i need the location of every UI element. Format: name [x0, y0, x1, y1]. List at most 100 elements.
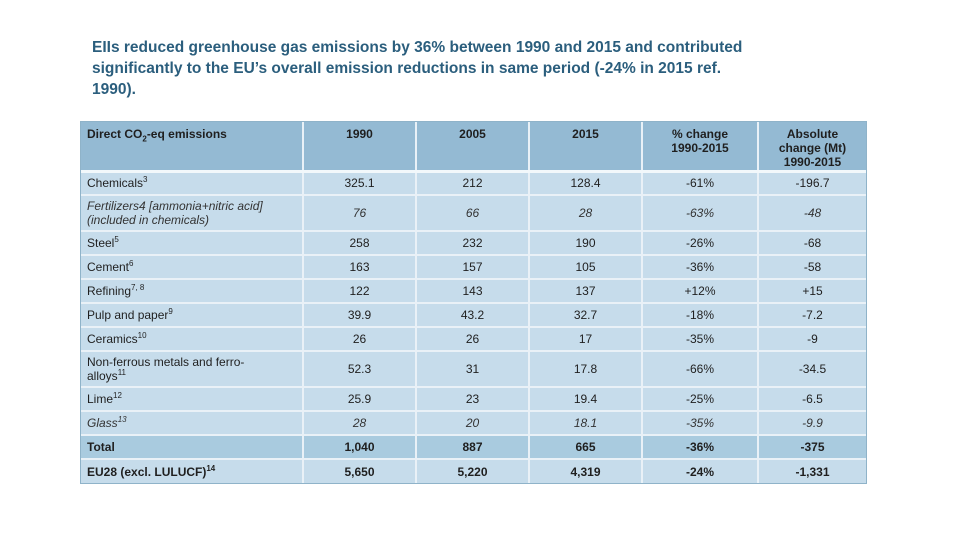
table-row: Cement6 163 157 105 -36% -58	[81, 254, 866, 280]
table-row: Pulp and paper9 39.9 43.2 32.7 -18% -7.2	[81, 302, 866, 328]
emissions-table-wrapper: Direct CO2-eq emissions 1990 2005 2015% ch…	[80, 121, 867, 484]
table-body: Chemicals3 325.1 212 128.4 -61% -196.7 Fertili…	[81, 170, 866, 483]
value-cell: -375	[757, 434, 866, 460]
value-cell: 19.4	[528, 386, 643, 412]
row-label-cell: Refining7, 8	[81, 278, 304, 304]
co2-subscript: 2	[142, 134, 147, 144]
value-cell: -61%	[641, 170, 759, 196]
value-cell: 17.8	[528, 350, 643, 388]
value-cell: 137	[528, 278, 643, 304]
value-cell: 26	[302, 326, 417, 352]
row-label-cell: Steel5	[81, 230, 304, 256]
value-cell: 4,319	[528, 458, 643, 483]
value-cell: -24%	[641, 458, 759, 483]
slide-title: EIIs reduced greenhouse gas emissions by…	[92, 37, 882, 100]
value-cell: +15	[757, 278, 866, 304]
value-cell: -9.9	[757, 410, 866, 436]
row-label-cell: Cement6	[81, 254, 304, 280]
table-row: Ceramics10 26 26 17 -35% -9	[81, 326, 866, 352]
value-cell: 212	[415, 170, 530, 196]
table-row: Chemicals3 325.1 212 128.4 -61% -196.7	[81, 170, 866, 196]
value-cell: -35%	[641, 326, 759, 352]
value-cell: 28	[528, 194, 643, 232]
table-row: Glass13 28 20 18.1 -35% -9.9	[81, 410, 866, 436]
value-cell: -36%	[641, 434, 759, 460]
value-cell: 190	[528, 230, 643, 256]
value-cell: -7.2	[757, 302, 866, 328]
header-co2-post: -eq emissions	[146, 127, 227, 141]
emissions-table: Direct CO2-eq emissions 1990 2005 2015% ch…	[81, 122, 866, 483]
value-cell: 5,650	[302, 458, 417, 483]
value-cell: 18.1	[528, 410, 643, 436]
header-2015: 2015	[528, 122, 643, 173]
value-cell: 39.9	[302, 302, 417, 328]
value-cell: 325.1	[302, 170, 417, 196]
value-cell: 163	[302, 254, 417, 280]
value-cell: 76	[302, 194, 417, 232]
table-row: Lime12 25.9 23 19.4 -25% -6.5	[81, 386, 866, 412]
table-row: Steel5 258 232 190 -26% -68	[81, 230, 866, 256]
value-cell: -58	[757, 254, 866, 280]
value-cell: -26%	[641, 230, 759, 256]
value-cell: 31	[415, 350, 530, 388]
value-cell: -63%	[641, 194, 759, 232]
header-2005: 2005	[415, 122, 530, 173]
value-cell: 105	[528, 254, 643, 280]
value-cell: +12%	[641, 278, 759, 304]
value-cell: 887	[415, 434, 530, 460]
table-row: Total 1,040 887 665 -36% -375	[81, 434, 866, 460]
value-cell: 26	[415, 326, 530, 352]
value-cell: -35%	[641, 410, 759, 436]
row-label-cell: EU28 (excl. LULUCF)14	[81, 458, 304, 483]
value-cell: -34.5	[757, 350, 866, 388]
value-cell: 17	[528, 326, 643, 352]
value-cell: 25.9	[302, 386, 417, 412]
value-cell: -25%	[641, 386, 759, 412]
title-line-2: significantly to the EU’s overall emissi…	[92, 60, 722, 77]
title-line-3: 1990).	[92, 81, 136, 98]
table-row: Fertilizers4 [ammonia+nitric acid] (inclu…	[81, 194, 866, 232]
value-cell: 232	[415, 230, 530, 256]
row-label-cell: Fertilizers4 [ammonia+nitric acid] (inclu…	[81, 194, 304, 232]
value-cell: -18%	[641, 302, 759, 328]
title-line-1: EIIs reduced greenhouse gas emissions by…	[92, 39, 743, 56]
value-cell: 28	[302, 410, 417, 436]
header-pct-change: % change 1990-2015	[641, 122, 759, 173]
header-absolute-change: Absolute change (Mt) 1990-2015	[757, 122, 866, 173]
value-cell: -9	[757, 326, 866, 352]
value-cell: 20	[415, 410, 530, 436]
value-cell: 128.4	[528, 170, 643, 196]
value-cell: -6.5	[757, 386, 866, 412]
row-label-cell: Non-ferrous metals and ferro-alloys11	[81, 350, 304, 388]
value-cell: 143	[415, 278, 530, 304]
value-cell: -68	[757, 230, 866, 256]
value-cell: -196.7	[757, 170, 866, 196]
header-direct-co2-eq-emissions: Direct CO2-eq emissions	[81, 122, 304, 173]
row-label-cell: Pulp and paper9	[81, 302, 304, 328]
value-cell: -48	[757, 194, 866, 232]
value-cell: -36%	[641, 254, 759, 280]
header-co2-pre: Direct CO	[87, 127, 143, 141]
row-label-cell: Glass13	[81, 410, 304, 436]
value-cell: 32.7	[528, 302, 643, 328]
value-cell: 258	[302, 230, 417, 256]
table-header-row: Direct CO2-eq emissions 1990 2005 2015% ch…	[81, 122, 866, 173]
row-label-cell: Ceramics10	[81, 326, 304, 352]
row-label-cell: Chemicals3	[81, 170, 304, 196]
value-cell: 157	[415, 254, 530, 280]
row-label-cell: Lime12	[81, 386, 304, 412]
value-cell: -66%	[641, 350, 759, 388]
table-row: EU28 (excl. LULUCF)14 5,650 5,220 4,319 -24%…	[81, 458, 866, 483]
header-1990: 1990	[302, 122, 417, 173]
value-cell: 122	[302, 278, 417, 304]
row-label-cell: Total	[81, 434, 304, 460]
table-row: Refining7, 8 122 143 137 +12% +15	[81, 278, 866, 304]
value-cell: 1,040	[302, 434, 417, 460]
value-cell: 665	[528, 434, 643, 460]
table-row: Non-ferrous metals and ferro-alloys11 52.…	[81, 350, 866, 388]
value-cell: 5,220	[415, 458, 530, 483]
value-cell: -1,331	[757, 458, 866, 483]
value-cell: 52.3	[302, 350, 417, 388]
value-cell: 23	[415, 386, 530, 412]
value-cell: 43.2	[415, 302, 530, 328]
